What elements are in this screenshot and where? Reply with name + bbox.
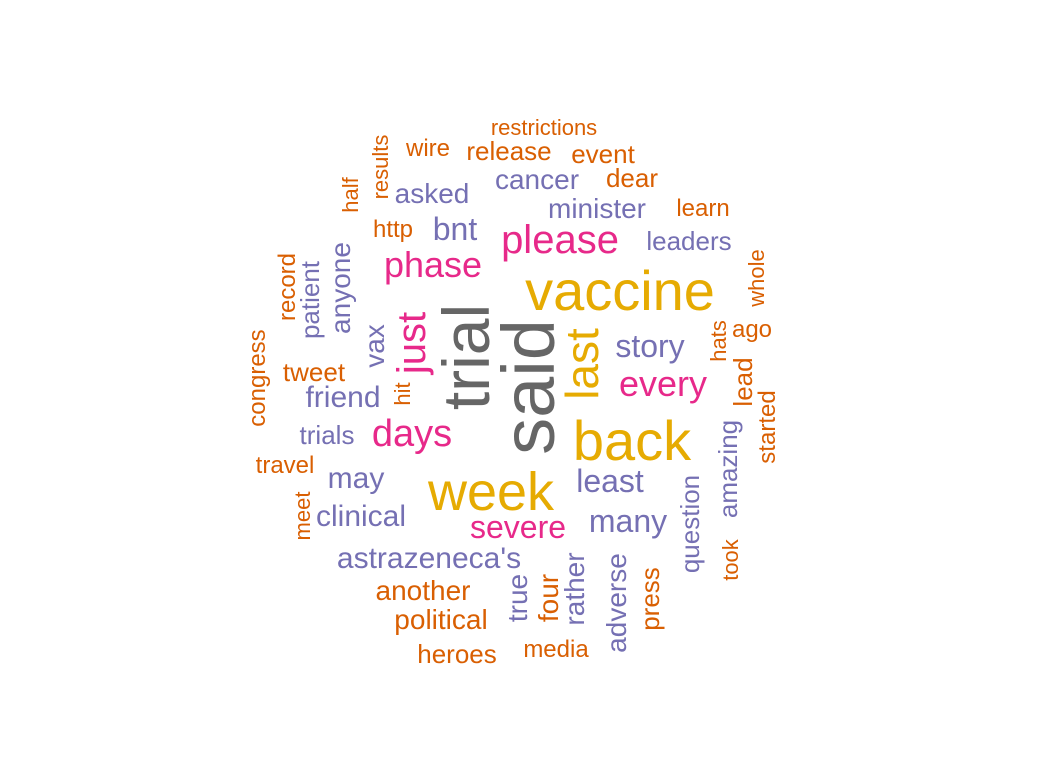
word-rather: rather xyxy=(559,552,590,626)
word-amazing: amazing xyxy=(713,419,743,519)
word-half: half xyxy=(338,177,363,213)
word-minister: minister xyxy=(547,193,647,224)
word-travel: travel xyxy=(255,452,315,479)
word-back: back xyxy=(572,409,692,472)
word-hit: hit xyxy=(390,382,415,406)
word-another: another xyxy=(375,575,471,606)
word-dear: dear xyxy=(605,163,659,193)
word-please: please xyxy=(501,218,619,262)
word-restrictions: restrictions xyxy=(490,115,598,140)
word-true: true xyxy=(502,573,533,623)
word-event: event xyxy=(571,139,635,169)
word-trials: trials xyxy=(299,420,355,450)
word-asked: asked xyxy=(394,178,470,209)
word-media: media xyxy=(523,636,589,663)
word-bnt: bnt xyxy=(432,211,478,247)
word-hats: hats xyxy=(706,320,731,362)
word-question: question xyxy=(675,474,705,574)
word-every: every xyxy=(618,363,708,404)
word-trial: trial xyxy=(429,303,503,411)
word-wire: wire xyxy=(405,135,451,162)
word-friend: friend xyxy=(305,381,381,414)
word-political: political xyxy=(394,604,488,635)
word-many: many xyxy=(588,503,668,539)
word-clinical: clinical xyxy=(315,500,407,533)
word-may: may xyxy=(327,462,385,495)
word-week: week xyxy=(427,462,555,522)
word-vaccine: vaccine xyxy=(525,259,715,322)
word-leaders: leaders xyxy=(646,226,732,256)
word-vax: vax xyxy=(359,324,390,368)
word-congress: congress xyxy=(244,329,271,427)
word-adverse: adverse xyxy=(601,553,632,653)
word-ago: ago xyxy=(731,316,773,343)
word-press: press xyxy=(635,567,665,631)
word-took: took xyxy=(718,539,743,581)
word-started: started xyxy=(754,390,781,464)
word-record: record xyxy=(274,252,301,322)
word-learn: learn xyxy=(676,195,730,222)
word-lead: lead xyxy=(728,357,758,407)
word-heroes: heroes xyxy=(417,639,497,669)
word-severe: severe xyxy=(469,509,567,545)
word-cancer: cancer xyxy=(494,164,580,195)
word-last: last xyxy=(556,328,608,400)
word-least: least xyxy=(576,463,644,499)
word-whole: whole xyxy=(744,249,769,307)
word-story: story xyxy=(615,328,685,364)
word-just: just xyxy=(390,311,434,375)
word-phase: phase xyxy=(383,244,483,285)
word-release: release xyxy=(466,136,552,166)
word-meet: meet xyxy=(290,491,315,541)
word-results: results xyxy=(368,134,393,200)
word-astrazeneca-s: astrazeneca's xyxy=(336,542,522,575)
word-four: four xyxy=(533,573,564,623)
word-http: http xyxy=(372,216,414,243)
word-said: said xyxy=(487,319,570,455)
word-anyone: anyone xyxy=(325,242,356,334)
word-days: days xyxy=(371,413,453,455)
word-tweet: tweet xyxy=(282,357,346,387)
